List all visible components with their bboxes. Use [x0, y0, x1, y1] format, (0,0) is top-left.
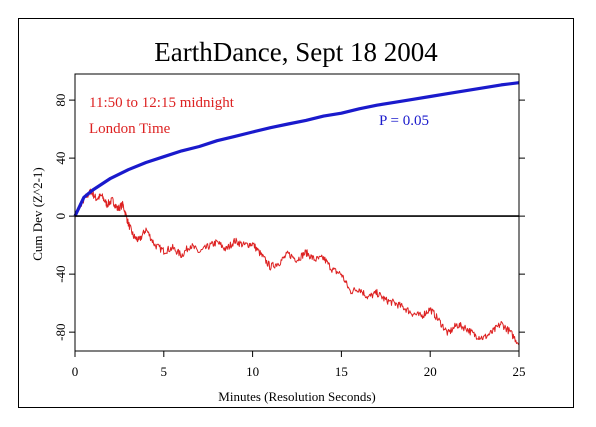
- chart-title: EarthDance, Sept 18 2004: [154, 37, 438, 67]
- x-tick-label: 20: [424, 364, 437, 379]
- x-tick-label: 5: [161, 364, 168, 379]
- y-tick-label: 40: [53, 152, 68, 165]
- y-tick-label: -40: [53, 265, 68, 282]
- series-line-blue: [73, 81, 520, 217]
- x-tick-label: 15: [335, 364, 348, 379]
- series-line-red: [74, 188, 520, 345]
- y-tick-label: 0: [53, 213, 68, 220]
- annotation-p-value: P = 0.05: [379, 113, 429, 129]
- plot-area: [73, 81, 520, 345]
- chart-frame: [18, 18, 574, 408]
- x-tick-label: 10: [246, 364, 259, 379]
- plot-border: [74, 73, 520, 352]
- axes: 0 5 10 15 20 25 -80 -40 0 40 80: [53, 73, 526, 379]
- y-tick-label: 80: [53, 94, 68, 107]
- x-tick-label: 0: [72, 364, 79, 379]
- x-axis-label: Minutes (Resolution Seconds): [218, 389, 375, 404]
- x-tick-label: 25: [513, 364, 526, 379]
- y-tick-label: -80: [53, 323, 68, 340]
- y-axis-label: Cum Dev (Z^2-1): [30, 167, 45, 260]
- annotation-time-range: 11:50 to 12:15 midnight: [89, 95, 235, 111]
- annotation-timezone: London Time: [89, 121, 171, 137]
